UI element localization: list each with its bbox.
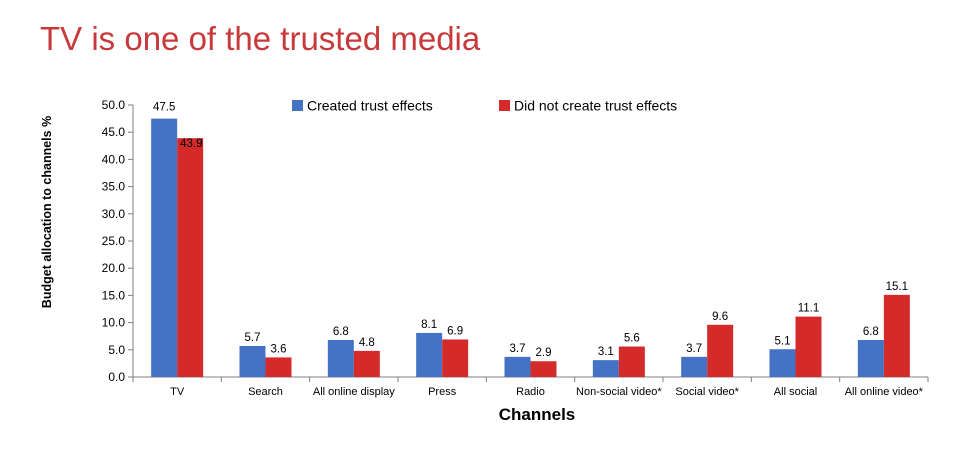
bar-tv-created (151, 118, 178, 377)
x-axis-title: Channels (499, 405, 576, 424)
data-label: 9.6 (712, 311, 728, 323)
data-label: 3.7 (686, 343, 702, 355)
data-label: 6.9 (447, 325, 463, 337)
data-label: 3.7 (510, 343, 526, 355)
bar-search-created (239, 345, 266, 377)
y-tick-label: 30.0 (102, 207, 126, 221)
bar-all-social-created (769, 349, 796, 377)
y-axis-title: Budget allocation to channels % (40, 116, 54, 308)
x-axis-ticks: TV Search All online display Press Radio Non-… (132, 377, 929, 398)
data-label: 8.1 (421, 319, 437, 331)
x-tick-label: All online video* (845, 386, 924, 398)
bar-all-online-video-not-created (883, 294, 910, 377)
y-tick-label: 5.0 (108, 343, 125, 357)
x-tick-label: Non-social video* (576, 386, 662, 398)
y-tick-label: 50.0 (102, 98, 126, 112)
bar-radio-created (504, 356, 531, 377)
data-labels: 47.5 43.9 5.7 3.6 6.8 4.8 8.1 6.9 3.7 2.9 3.1 5.6 3.… (153, 102, 908, 360)
legend-swatch-not-created-trust (499, 100, 510, 111)
y-tick-label: 15.0 (102, 288, 126, 302)
x-tick-label: All online display (313, 386, 395, 398)
bar-all-social-not-created (795, 316, 822, 377)
bar-press-created (416, 332, 443, 377)
data-label: 5.7 (245, 332, 261, 344)
x-tick-label: Search (248, 386, 283, 398)
y-tick-label: 25.0 (102, 234, 126, 248)
y-tick-label: 10.0 (102, 316, 126, 330)
bar-social-video-not-created (707, 324, 734, 377)
data-label: 6.8 (863, 326, 879, 338)
legend-label-not-created-trust: Did not create trust effects (514, 98, 677, 114)
data-label: 6.8 (333, 326, 349, 338)
data-label: 47.5 (153, 102, 175, 114)
bar-tv-not-created (177, 138, 204, 377)
bar-all-online-display-created (327, 340, 354, 377)
bar-press-not-created (442, 339, 469, 377)
x-tick-label: TV (170, 386, 185, 398)
x-tick-label: All social (774, 386, 817, 398)
y-tick-label: 20.0 (102, 261, 126, 275)
data-label: 43.9 (180, 138, 202, 150)
bar-search-not-created (265, 357, 292, 377)
data-label: 2.9 (536, 347, 552, 359)
bars (151, 118, 910, 377)
bar-non-social-video-not-created (618, 346, 645, 377)
x-tick-label: Social video* (675, 386, 739, 398)
y-axis-ticks: 0.0 5.0 10.0 15.0 20.0 25.0 30.0 35.0 40.0 45.0 50… (102, 98, 133, 384)
x-tick-label: Press (428, 386, 457, 398)
data-label: 3.6 (271, 343, 287, 355)
legend-swatch-created-trust (292, 100, 303, 111)
bar-all-online-video-created (857, 340, 884, 377)
data-label: 5.6 (624, 333, 640, 345)
bar-all-online-display-not-created (353, 350, 380, 377)
y-tick-label: 35.0 (102, 180, 126, 194)
y-tick-label: 40.0 (102, 152, 126, 166)
y-tick-label: 45.0 (102, 125, 126, 139)
data-label: 11.1 (798, 303, 820, 315)
bar-social-video-created (681, 356, 708, 377)
data-label: 3.1 (598, 346, 614, 358)
y-tick-label: 0.0 (108, 370, 125, 384)
bar-radio-not-created (530, 361, 557, 377)
page-title: TV is one of the trusted media (40, 20, 481, 57)
data-label: 4.8 (359, 337, 375, 349)
data-label: 15.1 (886, 281, 908, 293)
chart-legend: Created trust effects Did not create tru… (292, 98, 677, 114)
x-tick-label: Radio (516, 386, 545, 398)
bar-non-social-video-created (592, 360, 619, 377)
data-label: 5.1 (775, 335, 791, 347)
legend-label-created-trust: Created trust effects (307, 98, 433, 114)
